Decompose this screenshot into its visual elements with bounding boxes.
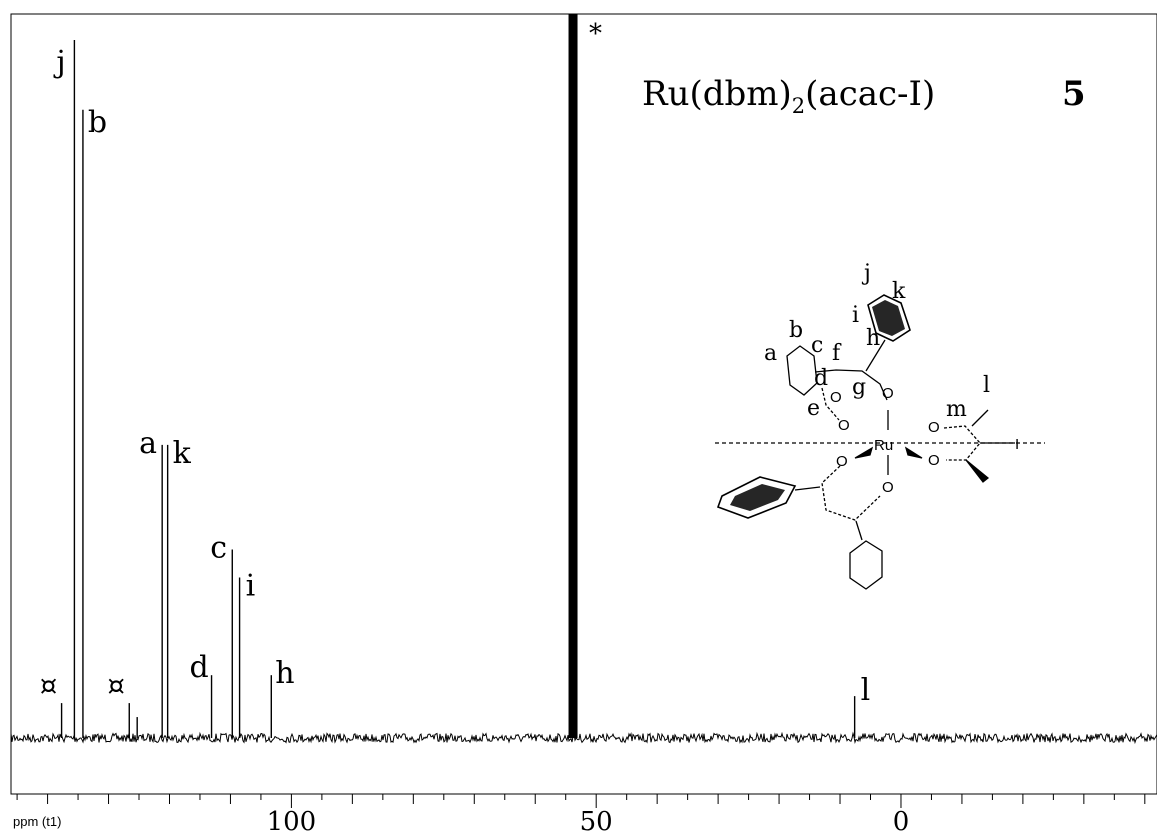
molecule-labels: j k i h b a c f d g e l m bbox=[764, 261, 990, 422]
struct-label-l: l bbox=[983, 373, 990, 398]
chelate-lower bbox=[821, 465, 881, 521]
atom-o-5: O bbox=[836, 453, 848, 470]
peak-label-12: l bbox=[861, 673, 871, 708]
chelate-upper bbox=[814, 369, 888, 401]
struct-label-d: d bbox=[814, 366, 828, 391]
molecule-atoms: Ru I O O O O O O O bbox=[830, 385, 1019, 496]
chart-title: Ru(dbm)2(acac-I) bbox=[642, 74, 935, 118]
bond-lower-right bbox=[855, 520, 863, 541]
peak-label-1: j bbox=[53, 45, 65, 80]
phenyl-ring-top bbox=[867, 294, 911, 342]
phenyl-ring-bottom-left-inner bbox=[730, 484, 785, 511]
atom-i: I bbox=[1015, 436, 1019, 453]
struct-label-c: c bbox=[811, 333, 823, 358]
wedge-right bbox=[904, 446, 923, 459]
peak-label-3: ¤ bbox=[107, 669, 125, 702]
struct-label-e: e bbox=[807, 396, 820, 421]
methyl-top bbox=[971, 409, 989, 427]
struct-label-h: h bbox=[866, 326, 880, 351]
atom-o-7: O bbox=[830, 389, 842, 406]
atom-o-3: O bbox=[928, 419, 940, 436]
compound-number: 5 bbox=[1062, 74, 1086, 114]
struct-label-g: g bbox=[852, 375, 866, 400]
atom-o-2: O bbox=[838, 417, 850, 434]
peak-label-8: c bbox=[210, 531, 227, 566]
atom-ru: Ru bbox=[874, 437, 893, 454]
x-axis: 100 50 0 bbox=[11, 793, 1157, 834]
peak-label-5: a bbox=[139, 426, 157, 461]
chelate-upper-dash bbox=[821, 387, 840, 421]
phenyl-ring-bottom-left bbox=[716, 476, 797, 519]
methyl-bottom bbox=[965, 459, 990, 483]
acac-ring bbox=[943, 425, 981, 461]
peak-label-0: ¤ bbox=[40, 669, 58, 702]
struct-label-j: j bbox=[861, 261, 871, 286]
peak-label-10: h bbox=[275, 656, 294, 691]
phenyl-ring-top-inner bbox=[872, 300, 905, 336]
struct-label-f: f bbox=[832, 341, 842, 366]
baseline-noise bbox=[10, 731, 1157, 745]
x-tick-label: 100 bbox=[267, 807, 317, 834]
peak-label-2: b bbox=[88, 105, 107, 140]
spectrum-trace bbox=[10, 14, 1157, 745]
struct-label-k: k bbox=[892, 279, 906, 304]
struct-label-i: i bbox=[852, 303, 859, 328]
struct-label-a: a bbox=[764, 341, 777, 366]
atom-o-6: O bbox=[882, 479, 894, 496]
peak-label-6: k bbox=[173, 436, 192, 471]
atom-o-1: O bbox=[882, 385, 894, 402]
phenyl-ring-bottom bbox=[849, 540, 883, 590]
bond-lower-left bbox=[794, 486, 821, 491]
peak-label-7: d bbox=[190, 650, 209, 685]
x-tick-label: 50 bbox=[580, 807, 613, 834]
struct-label-b: b bbox=[789, 318, 803, 343]
struct-label-m: m bbox=[946, 397, 967, 422]
atom-o-4: O bbox=[928, 452, 940, 469]
plot-frame bbox=[10, 13, 1157, 795]
wedge-left bbox=[854, 446, 874, 459]
bond-top bbox=[865, 339, 886, 372]
x-tick-label: 0 bbox=[893, 807, 910, 834]
peak-label-11: * bbox=[589, 19, 602, 49]
axis-unit-label: ppm (t1) bbox=[13, 814, 61, 829]
phenyl-ring-left bbox=[786, 345, 818, 396]
peak-label-9: i bbox=[246, 568, 256, 603]
molecule-structure bbox=[715, 294, 1045, 590]
